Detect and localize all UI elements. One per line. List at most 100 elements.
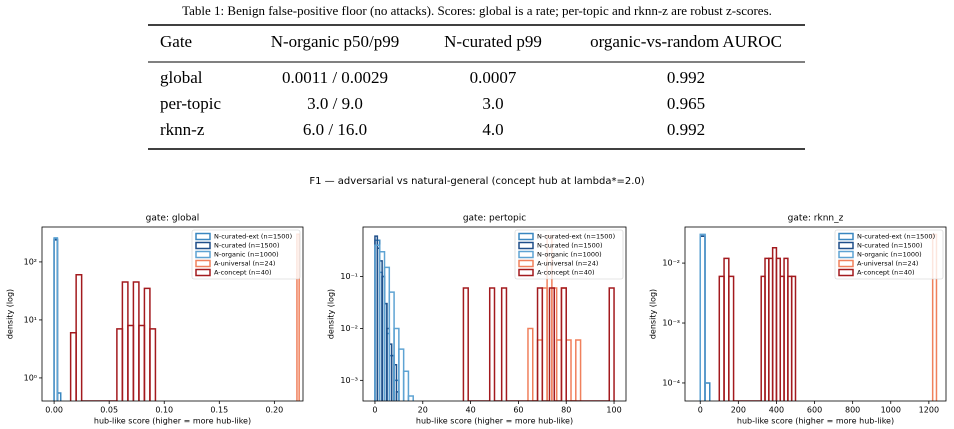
plot-area (53, 233, 300, 401)
table-cell: 0.992 (667, 68, 705, 87)
x-tick-label: 20 (418, 406, 428, 415)
x-tick-label: 0.00 (45, 406, 63, 415)
legend-swatch (838, 241, 854, 250)
chart-title: gate: pertopic (463, 214, 526, 224)
x-axis-label: hub-like score (higher = more hub-like) (737, 417, 894, 426)
histogram-bin (500, 287, 508, 401)
histogram-bin (527, 327, 534, 401)
legend-label: N-curated (n=1500) (537, 242, 602, 250)
legend-label: N-organic (n=1000) (857, 251, 922, 259)
legend-swatch (838, 259, 854, 268)
histogram-bin (143, 287, 151, 401)
legend-label: N-curated-ext (n=1500) (537, 233, 615, 241)
legend-label: A-concept (n=40) (214, 269, 272, 277)
x-tick-label: 800 (845, 406, 860, 415)
x-tick-label: 100 (606, 406, 621, 415)
x-axis-label: hub-like score (higher = more hub-like) (94, 417, 251, 426)
x-tick-label: 80 (561, 406, 571, 415)
table-cell: 0.992 (667, 120, 705, 139)
legend-swatch (195, 241, 211, 250)
histogram-bin (790, 275, 797, 401)
histogram-bin (138, 324, 146, 401)
table-cell: 6.0 / 16.0 (303, 120, 367, 139)
x-tick-label: 0.05 (100, 406, 118, 415)
histogram-bin (608, 287, 615, 401)
y-axis-label: density (log) (649, 289, 658, 339)
y-tick-label: 10¹ (24, 315, 37, 324)
histogram-bin (728, 275, 735, 401)
legend-swatch (195, 268, 211, 277)
legend-swatch (518, 268, 534, 277)
legend-box (514, 229, 624, 280)
legend-swatch (195, 232, 211, 241)
legend-swatch (195, 259, 211, 268)
axes-frame (684, 226, 947, 402)
legend-label: A-universal (n=24) (214, 260, 275, 268)
histogram-bin (488, 287, 496, 401)
legend-label: A-concept (n=40) (537, 269, 595, 277)
figure-title: F1 — adversarial vs natural-general (con… (309, 176, 644, 187)
legend-label: N-curated-ext (n=1500) (857, 233, 935, 241)
x-tick-label: 0 (372, 406, 377, 415)
legend-label: A-universal (n=24) (537, 260, 598, 268)
x-tick-label: 600 (807, 406, 822, 415)
table-header: organic-vs-random AUROC (590, 32, 782, 51)
legend-box (834, 229, 944, 280)
legend-swatch (838, 250, 854, 259)
table-cell: 3.0 (482, 94, 503, 113)
legend-label: N-curated-ext (n=1500) (214, 233, 292, 241)
x-tick-label: 0.20 (265, 406, 283, 415)
legend-box (191, 229, 301, 280)
y-tick-label: 10⁻¹ (340, 272, 358, 281)
axes-frame (41, 226, 304, 402)
histogram-bin (699, 233, 706, 401)
y-axis-label: density (log) (327, 289, 336, 339)
legend-swatch (518, 232, 534, 241)
legend-swatch (518, 241, 534, 250)
x-tick-label: 0 (698, 406, 703, 415)
table-caption: Table 1: Benign false-positive floor (no… (182, 3, 772, 18)
y-tick-label: 10⁻² (662, 259, 680, 268)
axes-frame (362, 226, 627, 402)
legend-swatch (518, 259, 534, 268)
histogram-bin (149, 328, 157, 401)
table-cell: 0.0007 (470, 68, 517, 87)
legend-label: N-curated (n=1500) (214, 242, 279, 250)
table-header: N-organic p50/p99 (271, 32, 400, 51)
histogram-bin (407, 395, 414, 401)
x-tick-label: 60 (513, 406, 523, 415)
x-tick-label: 0.15 (210, 406, 228, 415)
legend-swatch (195, 250, 211, 259)
y-tick-label: 10² (24, 257, 37, 266)
histogram-bin (121, 281, 129, 401)
histogram-bin (132, 281, 140, 401)
legend-label: N-curated (n=1500) (857, 242, 922, 250)
chart-title: gate: global (146, 214, 200, 224)
histogram-bin (402, 370, 410, 401)
histogram-bin (575, 339, 582, 401)
x-axis-label: hub-like score (higher = more hub-like) (416, 417, 573, 426)
histogram-bin (53, 237, 59, 401)
table-header: Gate (160, 32, 192, 51)
x-tick-label: 200 (731, 406, 746, 415)
legend-swatch (518, 250, 534, 259)
table-header: N-curated p99 (444, 32, 542, 51)
table-cell: rknn-z (160, 120, 205, 139)
legend-label: A-universal (n=24) (857, 260, 918, 268)
legend-label: N-organic (n=1000) (537, 251, 602, 259)
histogram-bin (560, 287, 567, 401)
histogram-bin (536, 287, 544, 401)
x-tick-label: 0.10 (155, 406, 173, 415)
legend-label: A-concept (n=40) (857, 269, 915, 277)
legend-swatch (838, 232, 854, 241)
y-tick-label: 10⁰ (24, 373, 37, 382)
y-tick-label: 10⁻³ (340, 376, 358, 385)
table-cell: 3.0 / 9.0 (307, 94, 363, 113)
histogram-bin (75, 274, 83, 401)
histogram-bin (462, 287, 469, 401)
x-tick-label: 40 (465, 406, 475, 415)
histogram-bin (127, 324, 135, 401)
y-axis-label: density (log) (6, 289, 15, 339)
